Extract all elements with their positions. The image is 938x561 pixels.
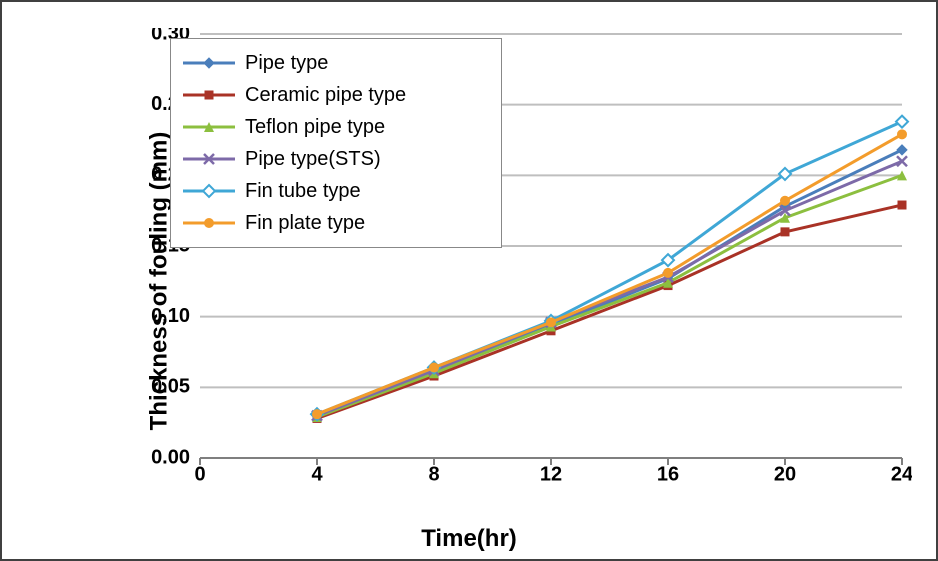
y-tick-label: 0.05 — [151, 376, 190, 398]
x-tick-label: 8 — [428, 464, 439, 486]
x-tick-label: 20 — [774, 464, 796, 486]
x-tick-label: 24 — [891, 464, 912, 486]
legend-swatch — [183, 117, 235, 137]
legend-item: Teflon pipe type — [183, 111, 483, 143]
x-tick-label: 0 — [194, 464, 205, 486]
legend-label: Teflon pipe type — [245, 116, 385, 139]
legend-item: Fin tube type — [183, 175, 483, 207]
chart-frame: Thickness of fouling (mm) Time(hr) 0.000… — [0, 0, 938, 561]
legend-item: Ceramic pipe type — [183, 79, 483, 111]
legend-item: Pipe type(STS) — [183, 143, 483, 175]
x-tick-label: 16 — [657, 464, 679, 486]
chart: Thickness of fouling (mm) Time(hr) 0.000… — [2, 2, 936, 559]
legend-item: Fin plate type — [183, 207, 483, 239]
legend-label: Pipe type — [245, 52, 328, 75]
legend-swatch — [183, 85, 235, 105]
x-tick-label: 12 — [540, 464, 562, 486]
legend-item: Pipe type — [183, 47, 483, 79]
legend-label: Ceramic pipe type — [245, 84, 406, 107]
legend-swatch — [183, 53, 235, 73]
y-tick-label: 0.10 — [151, 305, 190, 327]
legend-swatch — [183, 181, 235, 201]
legend-label: Fin tube type — [245, 180, 361, 203]
legend-label: Pipe type(STS) — [245, 148, 381, 171]
legend: Pipe type Ceramic pipe type Teflon pipe ty… — [170, 38, 502, 248]
x-axis-label: Time(hr) — [2, 525, 936, 553]
legend-swatch — [183, 149, 235, 169]
y-tick-label: 0.00 — [151, 446, 190, 468]
legend-label: Fin plate type — [245, 212, 365, 235]
x-tick-label: 4 — [311, 464, 323, 486]
legend-swatch — [183, 213, 235, 233]
